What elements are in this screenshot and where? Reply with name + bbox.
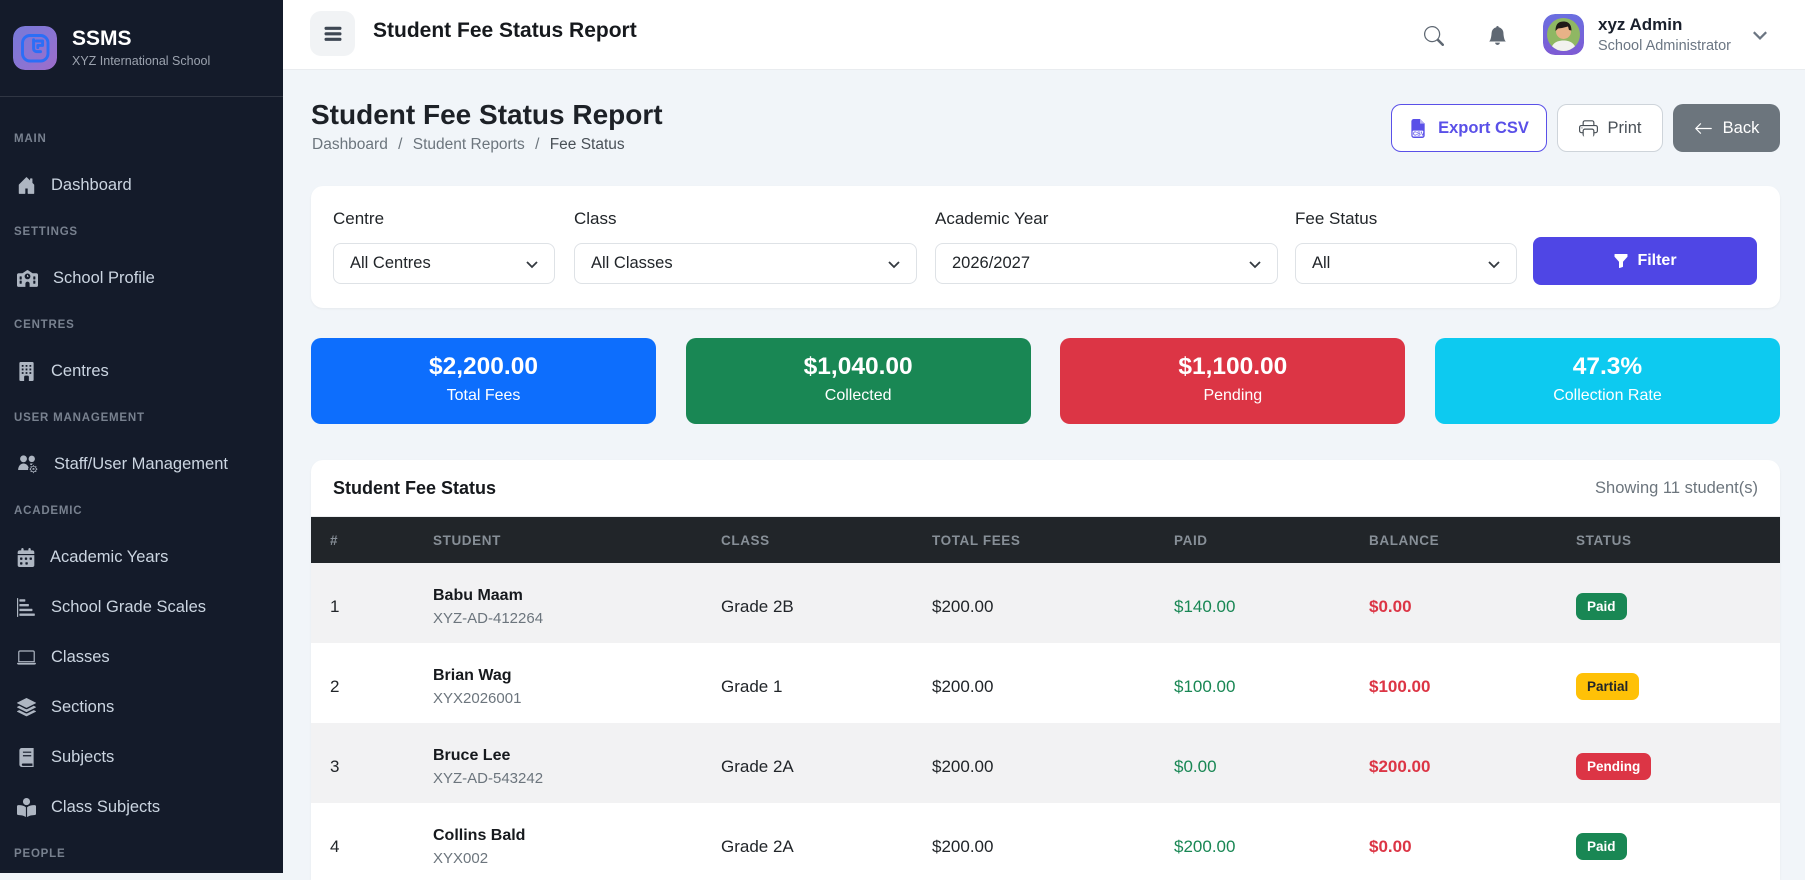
svg-text:CSV: CSV <box>1413 131 1425 137</box>
